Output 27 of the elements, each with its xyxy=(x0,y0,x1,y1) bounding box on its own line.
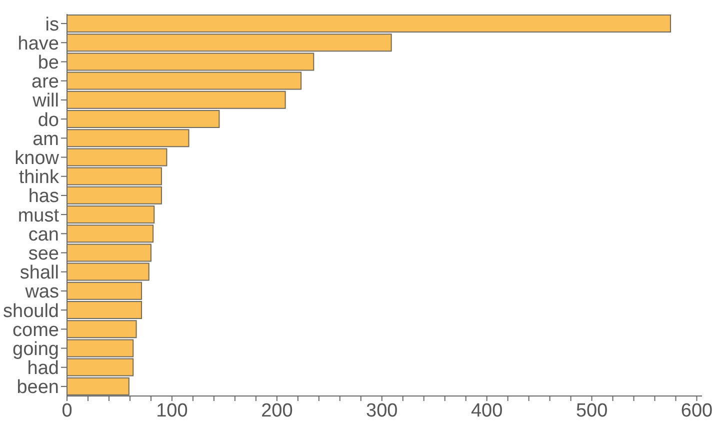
x-tick-label: 600 xyxy=(680,400,713,422)
x-tick-label: 0 xyxy=(62,400,72,422)
y-tick-label: has xyxy=(28,186,59,208)
y-tick-label: see xyxy=(28,243,59,264)
y-tick-label: will xyxy=(32,90,59,112)
y-tick-label: should xyxy=(3,300,59,322)
y-tick-label: be xyxy=(38,52,59,74)
x-tick-label: 100 xyxy=(156,400,188,422)
y-tick-label: am xyxy=(32,128,59,150)
y-tick-label: can xyxy=(28,224,59,246)
y-tick-label: had xyxy=(27,358,59,380)
x-tick-label: 400 xyxy=(470,400,503,422)
y-tick-label: been xyxy=(16,377,59,398)
y-tick-label: know xyxy=(14,148,60,169)
y-tick-label: do xyxy=(38,110,59,131)
y-tick-label: shall xyxy=(20,262,59,284)
y-tick-label: think xyxy=(18,167,60,188)
x-tick-label: 200 xyxy=(261,400,293,422)
y-tick-label: must xyxy=(18,205,60,226)
y-tick-label: come xyxy=(12,320,59,341)
y-tick-label: was xyxy=(24,282,59,303)
y-tick-label: is xyxy=(45,14,59,36)
y-tick-label: have xyxy=(18,33,59,54)
x-tick-label: 500 xyxy=(576,400,608,422)
y-tick-label: going xyxy=(12,338,59,360)
y-tick-label: are xyxy=(32,72,59,93)
x-tick-label: 300 xyxy=(366,400,398,422)
